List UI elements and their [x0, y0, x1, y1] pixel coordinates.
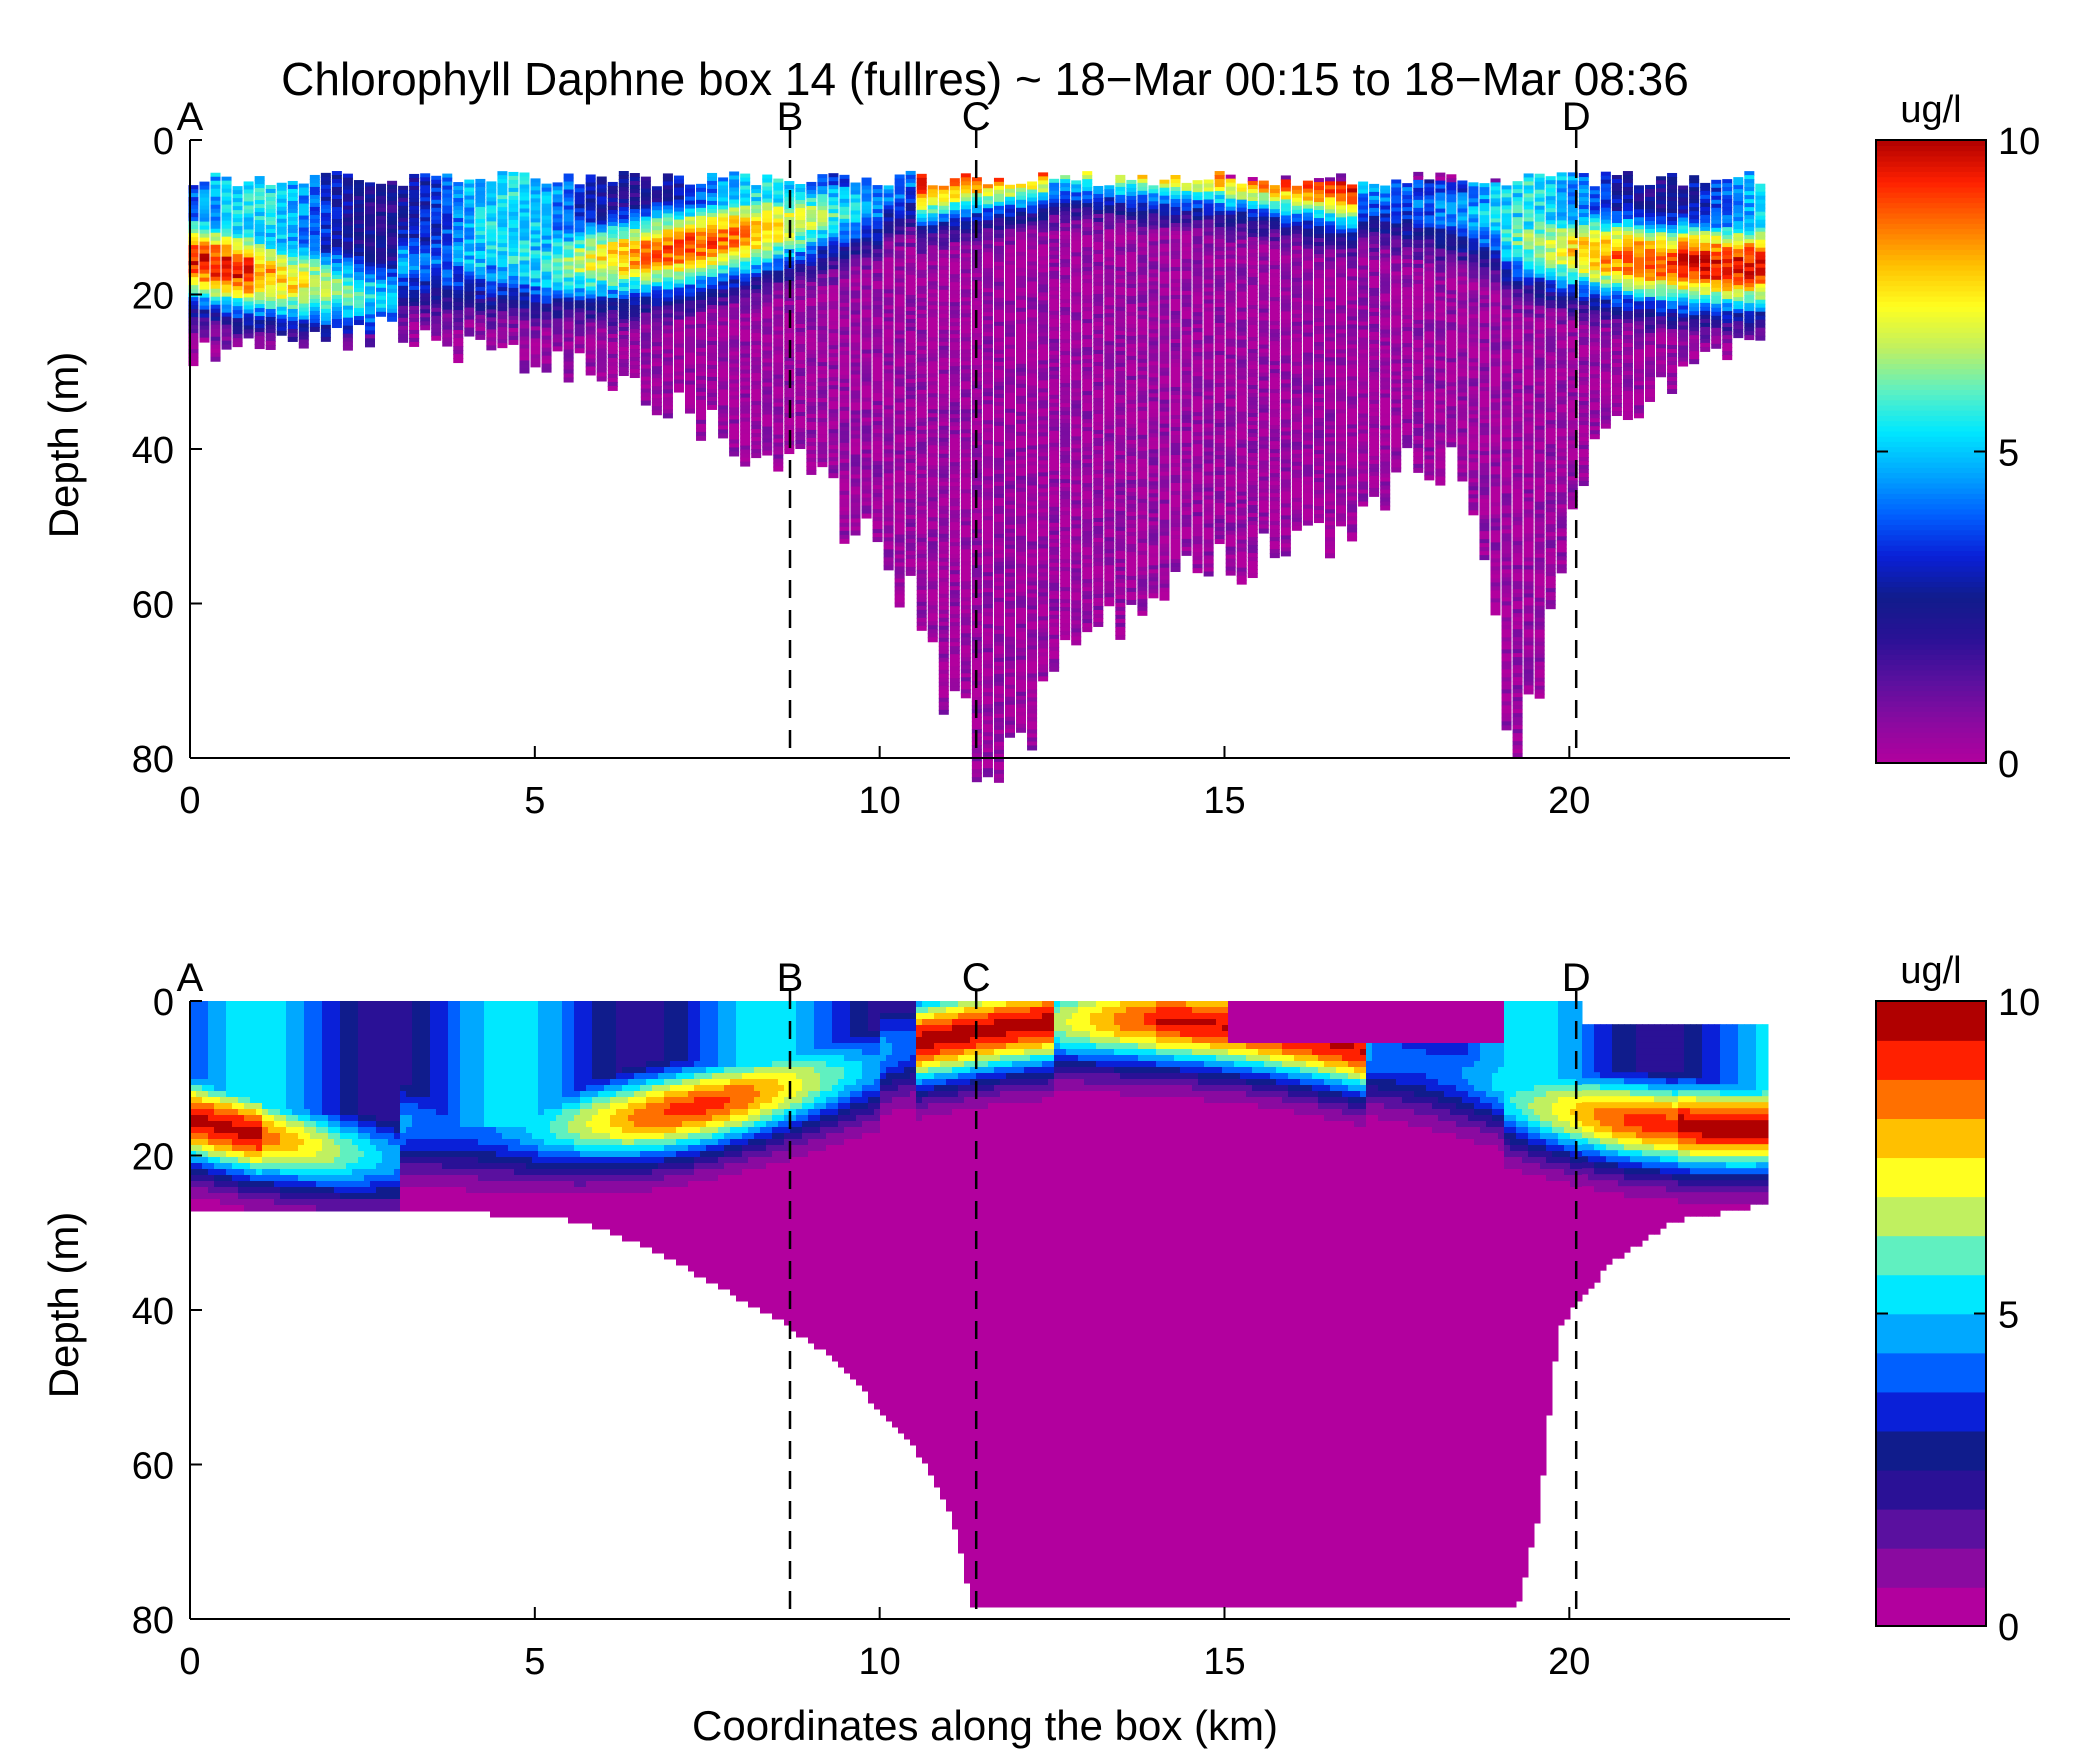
top-sample-point — [199, 338, 209, 343]
top-sample-point — [619, 371, 629, 376]
top-sample-point — [608, 386, 618, 391]
top-sample-point — [365, 342, 375, 347]
top-sample-point — [354, 320, 364, 325]
top-sample-point — [310, 327, 320, 332]
top-sample-point — [696, 436, 706, 441]
top-sample-point — [917, 626, 927, 631]
top-sample-point — [508, 340, 518, 345]
top-sample-point — [729, 451, 739, 456]
top-sample-point — [542, 368, 552, 373]
top-sample-point — [663, 413, 673, 418]
top-sample-point — [575, 348, 585, 353]
top-sample-point — [641, 401, 651, 406]
top-sample-point — [486, 345, 496, 350]
top-sample-point — [817, 462, 827, 467]
top-sample-point — [387, 317, 397, 322]
top-sample-point — [431, 336, 441, 341]
top-sample-point — [718, 433, 728, 438]
top-sample-point — [299, 344, 309, 349]
top-sample-point — [674, 388, 684, 393]
top-sample-point — [751, 453, 761, 458]
top-sample-point — [873, 537, 883, 542]
top-sample-point — [222, 345, 232, 350]
top-sample-point — [233, 342, 243, 347]
top-sample-point — [211, 357, 221, 362]
top-sample-point — [453, 358, 463, 363]
top-sample-point — [376, 312, 386, 317]
top-sample-point — [343, 346, 353, 351]
top-sample-point — [553, 346, 563, 351]
top-sample-point — [332, 323, 342, 328]
top-sample-point — [519, 368, 529, 373]
top-sample-point — [862, 514, 872, 519]
top-sample-point — [497, 343, 507, 348]
top-sample-point — [895, 602, 905, 607]
top-sample-point — [564, 378, 574, 383]
top-sample-point — [597, 377, 607, 382]
top-sample-point — [464, 332, 474, 337]
top-sample-point — [795, 444, 805, 449]
top-sample-point — [906, 571, 916, 576]
top-sample-point — [773, 467, 783, 472]
top-sample-point — [321, 337, 331, 342]
top-sample-point — [420, 325, 430, 330]
top-sample-point — [442, 342, 452, 347]
top-sample-point — [784, 449, 794, 454]
top-sample-point — [839, 539, 849, 544]
top-sample-point — [586, 370, 596, 375]
top-sample-point — [277, 331, 287, 336]
top-sample-point — [398, 338, 408, 343]
top-sample-point — [707, 405, 717, 410]
top-sample-point — [685, 409, 695, 414]
top-sample-point — [762, 451, 772, 456]
top-sample-point — [288, 337, 298, 342]
top-sample-point — [531, 362, 541, 367]
top-sample-point — [409, 342, 419, 347]
top-sample-point — [884, 565, 894, 570]
top-sample-point — [475, 335, 485, 340]
top-sample-point — [828, 473, 838, 478]
top-sample-point — [652, 410, 662, 415]
top-sample-point — [740, 462, 750, 467]
top-sample-point — [806, 470, 816, 475]
top-sample-point — [851, 531, 861, 536]
top-sample-point — [255, 344, 265, 349]
top-sample-point — [630, 373, 640, 378]
top-sample-point — [266, 345, 276, 350]
top-sample-point — [244, 333, 254, 338]
